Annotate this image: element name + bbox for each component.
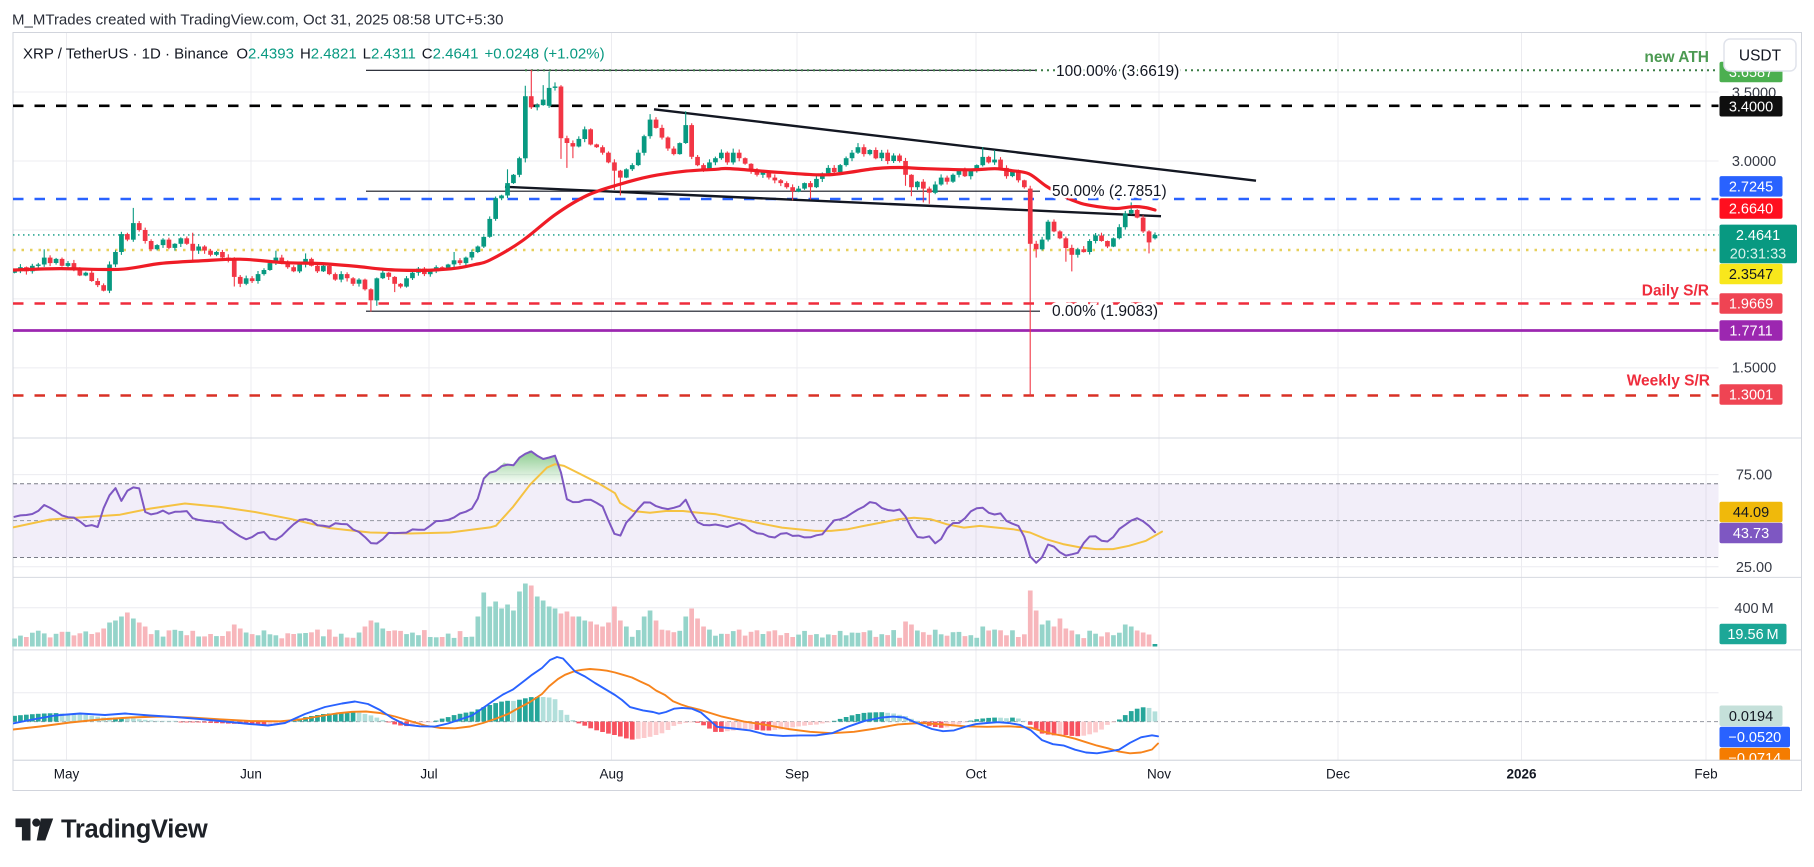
svg-text:400 M: 400 M (1734, 601, 1773, 617)
svg-text:Feb: Feb (1694, 767, 1717, 782)
svg-text:3.4000: 3.4000 (1729, 99, 1773, 115)
svg-text:2.4641: 2.4641 (1736, 228, 1780, 244)
svg-text:2.3547: 2.3547 (1729, 267, 1773, 283)
svg-text:2.6640: 2.6640 (1729, 202, 1773, 218)
svg-text:75.00: 75.00 (1736, 468, 1772, 484)
svg-text:0.00% (1.9083): 0.00% (1.9083) (1052, 303, 1158, 320)
svg-text:USDT: USDT (1739, 48, 1782, 65)
svg-text:Jun: Jun (240, 767, 262, 782)
svg-text:20:31:33: 20:31:33 (1730, 247, 1786, 263)
svg-text:43.73: 43.73 (1733, 526, 1769, 542)
svg-text:2026: 2026 (1506, 767, 1537, 782)
svg-text:Aug: Aug (599, 767, 623, 782)
svg-text:−0.0714: −0.0714 (1728, 751, 1781, 767)
svg-text:19.56 M: 19.56 M (1727, 627, 1778, 643)
svg-text:Dec: Dec (1326, 767, 1350, 782)
svg-text:2.7245: 2.7245 (1729, 179, 1773, 195)
svg-text:44.09: 44.09 (1733, 505, 1769, 521)
svg-text:3.0000: 3.0000 (1732, 154, 1776, 170)
svg-text:Jul: Jul (420, 767, 437, 782)
svg-text:1.9669: 1.9669 (1729, 297, 1773, 313)
svg-text:Sep: Sep (785, 767, 809, 782)
svg-text:Nov: Nov (1147, 767, 1171, 782)
svg-text:TradingView: TradingView (61, 816, 208, 844)
svg-text:new ATH: new ATH (1644, 49, 1709, 66)
svg-text:Daily S/R: Daily S/R (1642, 283, 1709, 300)
svg-text:50.00% (2.7851): 50.00% (2.7851) (1052, 183, 1167, 200)
svg-text:Oct: Oct (965, 767, 986, 782)
svg-text:M_MTrades created with Trading: M_MTrades created with TradingView.com, … (12, 12, 504, 29)
svg-text:25.00: 25.00 (1736, 560, 1772, 576)
svg-text:0.0194: 0.0194 (1729, 709, 1773, 725)
svg-text:1.5000: 1.5000 (1732, 361, 1776, 377)
svg-text:−0.0520: −0.0520 (1728, 730, 1781, 746)
svg-text:1.7711: 1.7711 (1729, 324, 1772, 340)
svg-text:May: May (54, 767, 80, 782)
svg-text:1.3001: 1.3001 (1729, 388, 1773, 404)
svg-text:100.00% (3.6619): 100.00% (3.6619) (1056, 63, 1179, 80)
svg-text:Weekly S/R: Weekly S/R (1627, 373, 1710, 390)
